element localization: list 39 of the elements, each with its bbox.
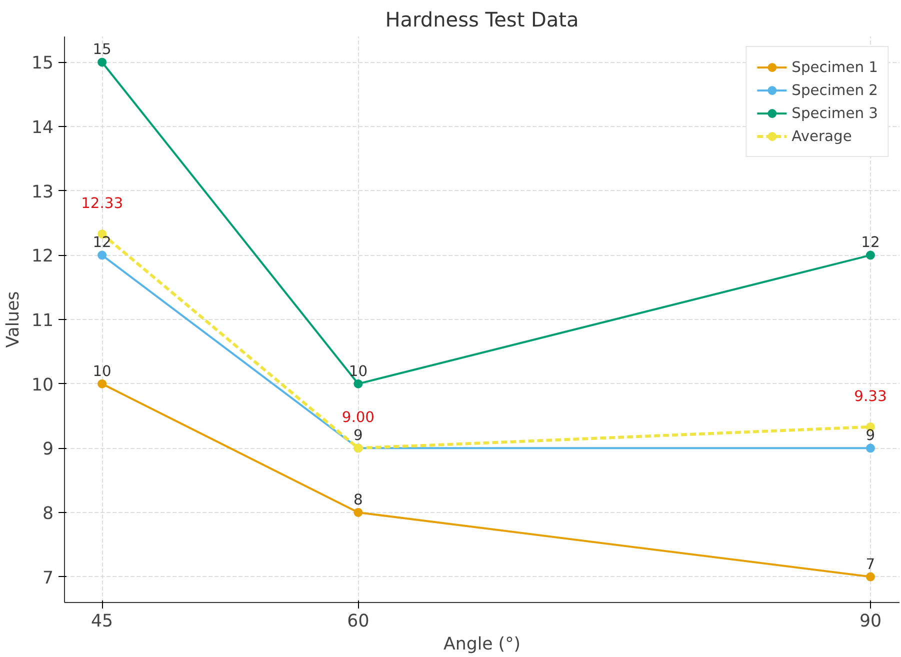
data-label: 9 [866,427,876,444]
legend-label: Specimen 3 [792,104,878,122]
point [866,572,875,582]
data-label: 7 [866,556,876,573]
data-label: 10 [348,362,368,380]
point [98,379,107,388]
y-tick-label: 12 [31,246,54,267]
data-label: 9.33 [854,388,887,405]
y-tick-label: 9 [42,440,54,460]
x-tick-label: 90 [859,612,882,632]
y-tick-label: 14 [31,118,54,138]
y-tick-label: 15 [31,54,54,74]
data-label: 12 [861,234,880,252]
legend-label: Specimen 2 [792,82,878,98]
legend-label: Average [792,128,852,144]
point [866,444,875,453]
data-label: 9.00 [342,409,375,426]
data-label: 9 [354,427,363,444]
legend-label: Specimen 1 [792,58,878,76]
y-tick-label: 11 [31,311,54,331]
data-label: 10 [92,362,112,380]
y-tick-label: 8 [42,504,54,524]
data-label: 12.33 [81,194,124,212]
x-axis-title: Angle (°) [444,634,521,654]
point [354,379,363,388]
point [98,58,107,67]
data-label: 12 [92,234,112,252]
x-tick-label: 60 [347,612,370,632]
y-tick-label: 10 [31,375,54,396]
point [98,250,107,260]
point [866,250,875,260]
x-tick-label: 45 [91,612,114,632]
y-axis-title: Values [3,291,24,348]
data-label: 8 [354,491,363,508]
y-tick-label: 13 [31,182,54,202]
y-tick-label: 7 [42,568,54,588]
data-label: 15 [92,41,112,58]
chart-title: Hardness Test Data [385,8,579,32]
point [354,508,363,517]
